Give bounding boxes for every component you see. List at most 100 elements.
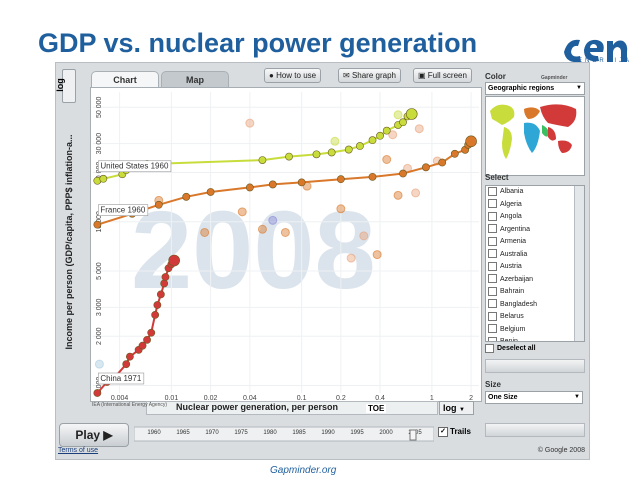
trail-point[interactable] (122, 360, 131, 369)
country-checkbox[interactable] (488, 324, 497, 334)
trail-point[interactable] (405, 108, 418, 120)
trail-point[interactable] (99, 174, 108, 183)
trail-point[interactable] (465, 135, 477, 148)
country-checkbox[interactable] (488, 299, 497, 309)
color-selector[interactable]: Geographic regions ▼ (485, 82, 585, 95)
trail-point[interactable] (422, 163, 430, 172)
trail-point[interactable] (151, 310, 160, 319)
country-bubble[interactable] (257, 224, 267, 234)
country-bubble[interactable] (237, 207, 247, 217)
country-item[interactable]: Argentina (486, 224, 584, 237)
country-item[interactable]: Benin (486, 336, 584, 341)
full-screen-button[interactable]: ▣ Full screen (413, 68, 472, 83)
trail-point[interactable] (168, 254, 180, 267)
country-bubble[interactable] (280, 227, 290, 237)
country-checkbox[interactable] (488, 249, 497, 259)
trail-point[interactable] (268, 180, 277, 189)
trail-point[interactable] (382, 126, 391, 135)
trail-point[interactable] (399, 118, 407, 127)
country-list-scrollbar[interactable] (574, 186, 584, 341)
trail-point[interactable] (147, 328, 156, 337)
country-item[interactable]: Belarus (486, 311, 584, 324)
y-scale-selector[interactable]: log (55, 69, 76, 103)
trail-point[interactable] (368, 172, 377, 181)
tab-map[interactable]: Map (161, 71, 229, 88)
country-bubble[interactable] (393, 190, 403, 200)
country-checkbox[interactable] (488, 186, 497, 196)
trail-point[interactable] (125, 352, 134, 361)
timeline-handle[interactable] (409, 429, 417, 441)
trail-point[interactable] (368, 136, 377, 145)
country-bubble[interactable] (388, 130, 398, 140)
country-item[interactable]: Austria (486, 261, 584, 274)
country-bubble[interactable] (330, 136, 340, 146)
country-checkbox[interactable] (488, 336, 497, 341)
country-bubble[interactable] (411, 188, 421, 198)
trail-point[interactable] (450, 149, 459, 158)
country-checkbox[interactable] (488, 311, 497, 321)
country-checkbox[interactable] (488, 286, 497, 296)
trail-point[interactable] (160, 279, 169, 288)
country-bubble[interactable] (346, 253, 356, 263)
country-item[interactable]: Azerbaijan (486, 274, 584, 287)
country-checkbox[interactable] (488, 261, 497, 271)
country-item[interactable]: Bangladesh (486, 299, 584, 312)
trail-point[interactable] (336, 175, 345, 184)
trail-point[interactable] (327, 148, 336, 157)
trail-point[interactable] (297, 178, 306, 187)
trail-point[interactable] (355, 142, 364, 150)
country-bubble[interactable] (382, 154, 392, 164)
country-item[interactable]: Algeria (486, 199, 584, 212)
trail-point[interactable] (143, 335, 151, 344)
trail-point[interactable] (399, 169, 407, 178)
country-item[interactable]: Australia (486, 249, 584, 262)
trail-point[interactable] (312, 150, 321, 159)
y-axis-label-box[interactable]: Income per person (GDP/capita, PPP$ infl… (62, 99, 76, 389)
region-map[interactable] (485, 96, 585, 176)
country-checkbox[interactable] (488, 199, 497, 209)
trail-point[interactable] (285, 152, 293, 161)
trail-point[interactable] (245, 183, 254, 192)
country-checkbox[interactable] (488, 211, 497, 221)
country-checkbox[interactable] (488, 224, 497, 234)
trail-point[interactable] (161, 273, 170, 281)
size-selector[interactable]: One Size ▼ (485, 391, 583, 404)
country-item[interactable]: Armenia (486, 236, 584, 249)
country-bubble[interactable] (414, 124, 424, 134)
country-bubble[interactable] (393, 110, 403, 120)
x-indicator-selector[interactable] (146, 401, 438, 415)
trail-point[interactable] (156, 290, 165, 299)
country-bubble[interactable] (268, 215, 278, 225)
country-item[interactable]: Angola (486, 211, 584, 224)
trail-point[interactable] (344, 145, 353, 154)
country-checkbox[interactable] (488, 274, 497, 284)
opacity-slider[interactable] (485, 359, 585, 373)
country-bubble[interactable] (359, 231, 369, 241)
trail-point[interactable] (258, 156, 267, 164)
plot-area[interactable]: 2008 1 000 2 000 3 000 5 000 10 000 20 000 30 … (90, 87, 482, 402)
tab-chart[interactable]: Chart (91, 71, 159, 88)
trail-point[interactable] (93, 220, 102, 229)
size-slider[interactable] (485, 423, 585, 437)
trail-point[interactable] (206, 188, 215, 196)
trail-point[interactable] (182, 192, 191, 201)
country-bubble[interactable] (336, 204, 346, 214)
trail-point[interactable] (93, 389, 102, 397)
trail-point[interactable] (138, 341, 147, 350)
trails-checkbox[interactable]: ✓ (438, 427, 448, 437)
trail-point[interactable] (438, 158, 447, 167)
country-item[interactable]: Albania (486, 186, 584, 199)
how-to-use-button[interactable]: ● How to use (264, 68, 322, 83)
country-bubble[interactable] (94, 359, 104, 369)
x-scale-selector[interactable]: log ▼ (439, 401, 474, 415)
deselect-all-button[interactable]: Deselect all (485, 343, 583, 355)
country-bubble[interactable] (245, 118, 255, 128)
country-bubble[interactable] (372, 250, 382, 260)
country-item[interactable]: Belgium (486, 324, 584, 337)
terms-of-use-link[interactable]: Terms of use (58, 447, 99, 454)
share-graph-button[interactable]: ✉ Share graph (338, 68, 401, 83)
country-checkbox[interactable] (488, 236, 497, 246)
trail-point[interactable] (153, 301, 162, 309)
play-button[interactable]: Play ▶ (59, 423, 129, 447)
year-timeline[interactable]: 1960196519701975198019851990199520002005 (134, 423, 434, 445)
